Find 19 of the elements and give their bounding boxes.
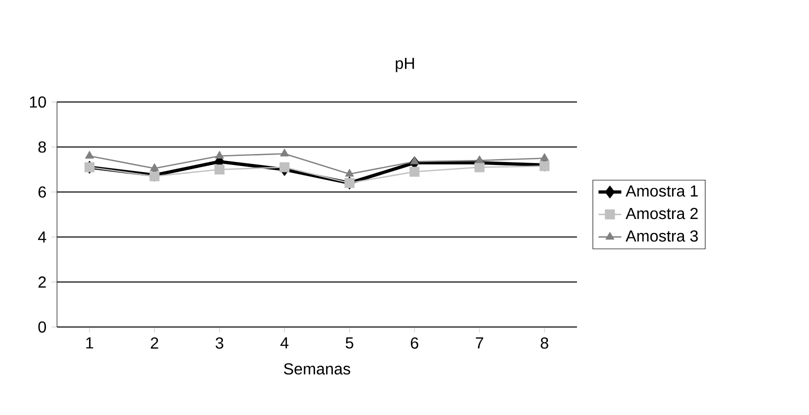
legend-label: Amostra 3 [626, 230, 698, 242]
x-tick-label: 1 [86, 337, 94, 348]
x-tick-label: 5 [346, 337, 354, 349]
y-tick-label: 2 [38, 276, 46, 288]
legend-label: Amostra 2 [626, 208, 698, 220]
x-axis-title: Semanas [284, 363, 350, 375]
x-tick-label: 8 [540, 337, 548, 349]
y-tick-label: 10 [30, 96, 46, 108]
y-tick-label: 6 [38, 186, 46, 198]
y-tick-label: 8 [38, 141, 46, 153]
y-tick-label: 0 [38, 321, 46, 333]
x-tick-label: 6 [410, 337, 418, 349]
legend-label: Amostra 1 [626, 186, 698, 197]
x-tick-label: 2 [150, 337, 158, 349]
x-tick-label: 7 [476, 337, 484, 348]
x-tick-label: 4 [280, 337, 288, 348]
x-tick-label: 3 [216, 337, 224, 349]
chart-title: pH [396, 58, 414, 72]
y-tick-label: 4 [38, 232, 46, 243]
